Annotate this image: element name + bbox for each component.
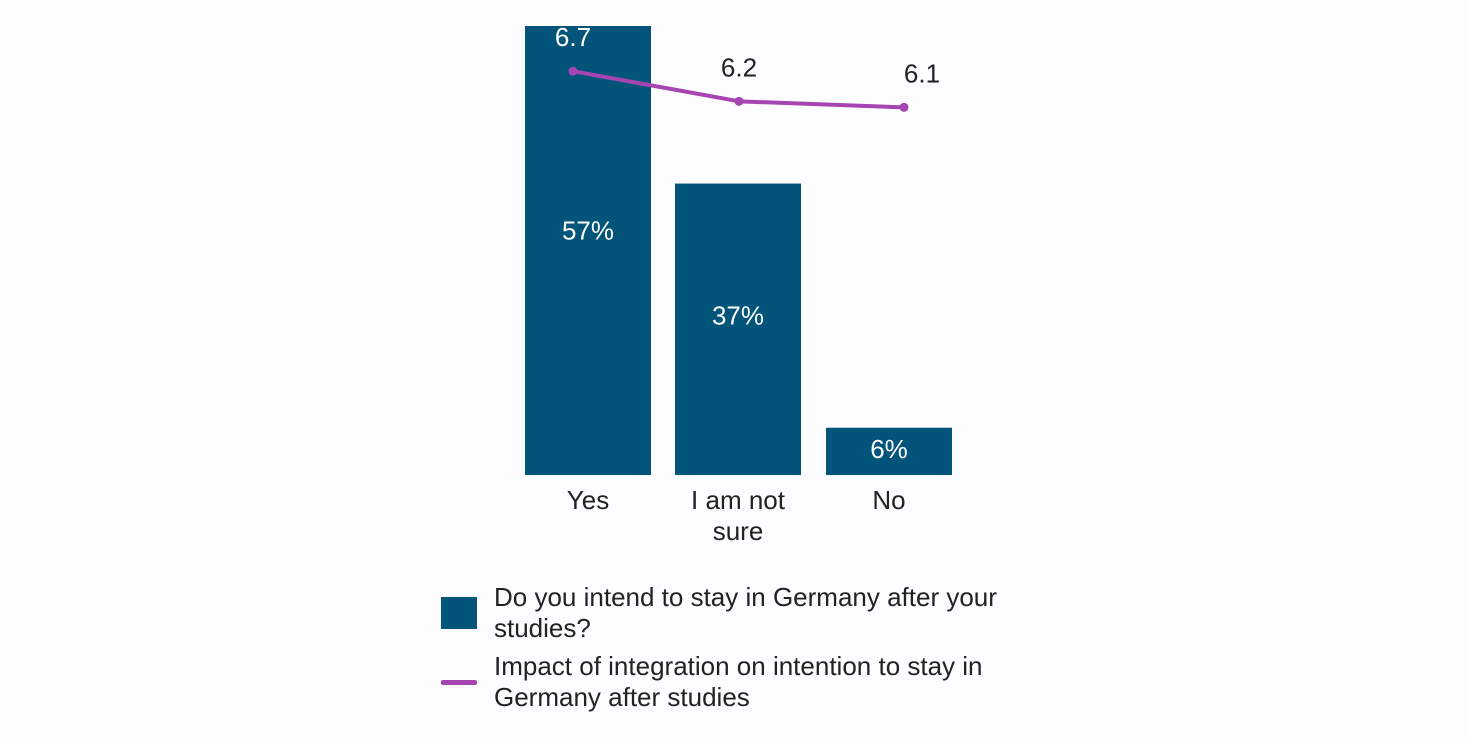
legend-label-line: Impact of integration on intention to st… bbox=[494, 651, 983, 712]
line-point-2 bbox=[899, 102, 909, 112]
x-tick-label-2: No bbox=[872, 485, 905, 515]
legend-swatch-line bbox=[441, 679, 477, 685]
line-value-label-1: 6.2 bbox=[721, 52, 757, 82]
bar-1 bbox=[675, 183, 801, 475]
x-tick-label-1: I am not sure bbox=[691, 485, 786, 546]
line-value-label-0: 6.7 bbox=[555, 22, 591, 52]
line-point-0 bbox=[568, 66, 578, 76]
legend-item-bar[interactable]: Do you intend to stay in Germany after y… bbox=[441, 582, 1034, 644]
line-point-1 bbox=[734, 96, 744, 106]
legend-item-line[interactable]: Impact of integration on intention to st… bbox=[441, 651, 1034, 713]
legend-label-bar: Do you intend to stay in Germany after y… bbox=[494, 582, 997, 643]
line-value-label-2: 6.1 bbox=[904, 58, 940, 88]
bar-value-label-2: 6% bbox=[870, 434, 908, 464]
x-tick-label-0: Yes bbox=[567, 485, 609, 515]
legend-swatch-bar bbox=[441, 597, 477, 629]
bar-value-label-0: 57% bbox=[562, 215, 614, 245]
chart: 57% 37% 6% Yes I am not sure No 6.7 6.2 6.1 bbox=[525, 22, 952, 546]
bar-2 bbox=[826, 427, 952, 475]
bar-0 bbox=[525, 26, 651, 475]
bar-value-label-1: 37% bbox=[712, 300, 764, 330]
